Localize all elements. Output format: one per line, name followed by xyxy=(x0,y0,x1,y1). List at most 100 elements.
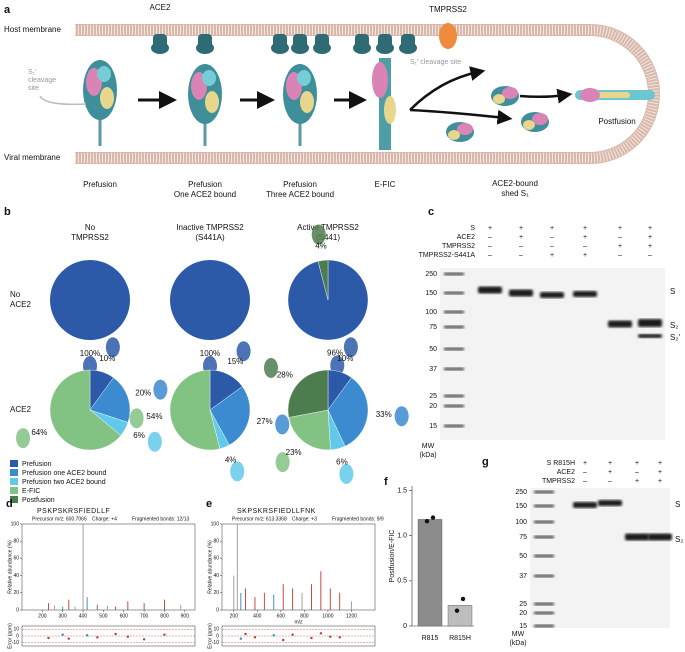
condition-label: TMPRSS2 xyxy=(542,478,575,485)
condition-sign: – xyxy=(583,478,587,485)
pie-wedge xyxy=(169,369,221,451)
column-label: No xyxy=(85,223,96,232)
plot-frame xyxy=(21,523,196,611)
ace2-head xyxy=(313,42,331,54)
ace2-head xyxy=(291,42,309,54)
condition-sign: – xyxy=(618,234,622,241)
condition-sign: + xyxy=(635,460,639,467)
mw-label: 250 xyxy=(425,271,437,278)
condition-sign: – xyxy=(488,252,492,259)
y-tick-label: 40 xyxy=(13,573,19,579)
condition-sign: – xyxy=(635,469,639,476)
state-icon xyxy=(394,406,409,427)
pie-label: 10% xyxy=(337,354,353,363)
viral-membrane-label: Viral membrane xyxy=(4,153,61,162)
y-tick-label: 0.5 xyxy=(397,578,407,585)
band-label: S₂ xyxy=(670,321,678,330)
ladder-band xyxy=(444,394,464,398)
pie-wedge xyxy=(50,260,130,340)
x-tick-label: 200 xyxy=(230,613,239,619)
mw-label: 50 xyxy=(519,553,527,560)
sequence: SKPSKRSFIEDLLFNK xyxy=(237,508,316,515)
ladder-band xyxy=(444,404,464,408)
spike-teal xyxy=(202,70,216,86)
panel-letter: e xyxy=(206,498,212,510)
pie-label: 28% xyxy=(277,371,293,380)
bonds: Fragmented bonds: 9/9 xyxy=(332,516,384,522)
charge: Charge: +4 xyxy=(92,516,117,522)
condition-sign: + xyxy=(658,469,662,476)
mw-label: 20 xyxy=(429,403,437,410)
condition-sign: + xyxy=(658,460,662,467)
pie-wedge xyxy=(287,369,329,418)
ladder-band xyxy=(534,520,554,524)
state-label: Prefusion xyxy=(83,180,117,189)
x-tick-label: 900 xyxy=(181,613,190,619)
sample-band xyxy=(608,320,632,328)
panel-letter: a xyxy=(4,4,11,16)
band-label: S₂ xyxy=(675,535,683,544)
pie-label: 100% xyxy=(200,349,220,358)
condition-label: ACE2 xyxy=(457,234,475,241)
pie-wedge xyxy=(209,386,251,446)
sample-band xyxy=(648,533,672,541)
pie-label: 20% xyxy=(135,388,151,397)
pie-label: 6% xyxy=(336,457,348,466)
bar xyxy=(417,519,443,627)
arrow xyxy=(409,66,486,111)
condition-sign: + xyxy=(519,234,523,241)
err-tick-label: 10 xyxy=(13,627,19,633)
sample-band xyxy=(638,319,662,327)
mw-axis-label: MW xyxy=(422,443,435,450)
ladder-band xyxy=(444,272,464,276)
err-tick-label: -10 xyxy=(12,640,19,646)
state-label: Postfusion xyxy=(598,117,635,126)
ladder-band xyxy=(534,611,554,615)
mw-label: 150 xyxy=(425,290,437,297)
spike-teal xyxy=(297,70,311,86)
condition-label: S xyxy=(470,225,475,232)
sample-band xyxy=(509,289,533,297)
ladder-band xyxy=(444,310,464,314)
ladder-band xyxy=(534,535,554,539)
shed-s1-part xyxy=(448,130,460,140)
condition-sign: + xyxy=(583,234,587,241)
shed-s1-part xyxy=(457,123,473,135)
plot-frame xyxy=(221,523,376,611)
ladder-band xyxy=(534,504,554,508)
ladder-band xyxy=(534,574,554,578)
sample-band xyxy=(540,292,564,298)
x-tick-label: 200 xyxy=(38,613,47,619)
shed-s1-part xyxy=(532,113,548,125)
band-label: S xyxy=(670,287,675,296)
legend-swatch xyxy=(10,478,18,485)
band-label: S xyxy=(675,500,680,509)
ace2-head xyxy=(353,42,371,54)
postfusion-part xyxy=(580,88,600,102)
condition-sign: + xyxy=(648,225,652,232)
err-point xyxy=(239,637,243,640)
cleavage-pointer xyxy=(39,95,87,106)
state-label: ACE2-bound xyxy=(492,179,538,188)
condition-sign: + xyxy=(488,225,492,232)
mw-label: 37 xyxy=(519,573,527,580)
state-icon xyxy=(275,452,290,473)
pie-label: 27% xyxy=(257,417,273,426)
pie-label: 33% xyxy=(376,410,392,419)
state-icon xyxy=(129,408,144,429)
x-axis-label: m/z xyxy=(294,619,303,625)
condition-sign: – xyxy=(550,243,554,250)
condition-sign: – xyxy=(519,252,523,259)
condition-sign: + xyxy=(648,234,652,241)
pie-wedge xyxy=(170,260,250,340)
mw-label: 75 xyxy=(519,534,527,541)
column-label: Active TMPRSS2 xyxy=(297,223,359,232)
x-tick-label: 400 xyxy=(253,613,262,619)
sample-band xyxy=(625,533,649,541)
err-tick-label: 10 xyxy=(213,627,219,633)
err-point xyxy=(47,636,50,640)
state-label: E-FIC xyxy=(375,180,396,189)
state-icon xyxy=(153,379,168,400)
postfusion-part xyxy=(590,92,630,98)
mw-label: 25 xyxy=(429,393,437,400)
